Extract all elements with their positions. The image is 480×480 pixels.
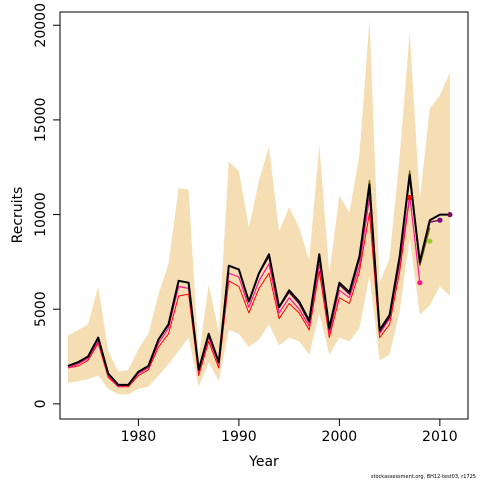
footer-note: stockassessment.org, BH12-test03, r1725 <box>371 474 476 480</box>
series-line-1 <box>67 173 450 386</box>
confidence-band <box>68 19 450 395</box>
y-tick-label-0: 0 <box>33 399 49 408</box>
endpoint-marker-2007 <box>407 194 413 201</box>
series-line-5 <box>67 197 411 388</box>
y-tick-label-10000: 10000 <box>33 192 49 237</box>
y-tick-label-15000: 15000 <box>33 98 49 143</box>
endpoint-marker-2009 <box>427 238 433 244</box>
endpoint-marker-2011 <box>447 212 453 218</box>
confidence-band-layer <box>68 19 450 395</box>
x-tick-label-2010: 2010 <box>422 429 458 445</box>
x-tick-label-1980: 1980 <box>121 429 157 445</box>
y-tick-label-5000: 5000 <box>33 291 49 327</box>
endpoint-markers-layer <box>407 194 453 286</box>
plot-frame <box>59 11 469 420</box>
x-axis-title: Year <box>248 454 279 470</box>
x-axis: 1980 1990 2000 2010 <box>121 419 458 445</box>
series-layer <box>67 170 450 388</box>
x-tick-label-2000: 2000 <box>322 429 358 445</box>
x-tick-label-1990: 1990 <box>221 429 257 445</box>
endpoint-marker-2010 <box>437 217 443 223</box>
y-tick-label-20000: 20000 <box>33 3 49 48</box>
y-axis-title: Recruits <box>10 187 26 244</box>
endpoint-marker-2008 <box>417 280 423 286</box>
y-axis: 0 5000 10000 15000 20000 <box>33 3 60 408</box>
